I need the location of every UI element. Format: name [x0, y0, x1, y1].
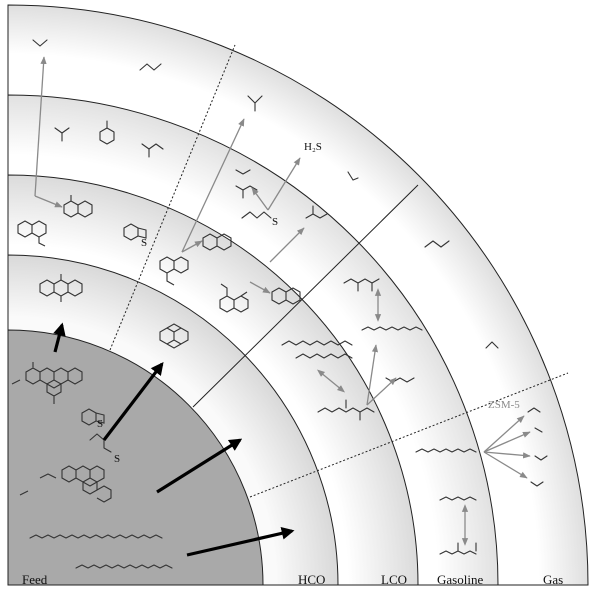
sulfur-label-1: S [272, 216, 278, 228]
molecule-feed-polyaromatic-a [11, 362, 83, 404]
molecule-lco-isoalkane [305, 205, 328, 219]
arrow-to-naphthalene-a [34, 195, 63, 208]
molecule-ethylene-right [347, 171, 359, 181]
molecule-branched-b [141, 143, 164, 158]
molecule-gasoline-paraffin [415, 448, 477, 453]
arrow-feed-gasoline [186, 527, 295, 557]
molecule-lco-branched [343, 278, 380, 292]
molecule-naphthalene-lco-b [159, 256, 189, 286]
molecule-zsm-propene [527, 407, 541, 413]
molecule-feed-paraffin-a [29, 534, 163, 539]
arrow-hco-to-gasoline [366, 377, 397, 406]
molecule-gas-wave [424, 240, 450, 248]
molecule-hco-paraffin-b [295, 353, 353, 359]
arrow-to-isobutane [181, 118, 245, 253]
sulfur-label-4: S [114, 453, 120, 465]
divider-dotted-lower [249, 372, 569, 498]
arrow-zsm5-3 [483, 451, 531, 459]
molecule-anthracene-hco [39, 274, 83, 302]
molecule-gasoline-pair-top [439, 496, 477, 501]
molecule-zsm-ethylene [534, 427, 543, 433]
molecule-isobutane [247, 95, 263, 112]
label-gas: Gas [543, 572, 563, 587]
divider-solid-mid [192, 184, 419, 408]
radial-dividers [109, 44, 569, 498]
arrow-to-h2s [267, 157, 301, 211]
arrow-feed-lco [156, 438, 243, 494]
zone-labels: Feed HCO LCO Gasoline Gas [22, 572, 563, 587]
label-gasoline: Gasoline [437, 572, 483, 587]
aromatic-molecules [11, 195, 301, 503]
molecule-branched-a [54, 127, 70, 142]
molecule-lco-paraffin [361, 326, 423, 331]
divider-dotted-upper [109, 44, 236, 351]
molecule-gas-small [485, 341, 499, 349]
molecule-hco-branched [317, 399, 375, 421]
label-h2s: H₂S [304, 141, 322, 153]
arrow-zsm5-2 [483, 431, 531, 453]
label-feed: Feed [22, 572, 48, 587]
label-hco: HCO [298, 572, 325, 587]
molecule-naphthalene-lco-a [202, 233, 232, 251]
molecule-toluene [99, 120, 115, 145]
sulfur-label-2: S [141, 237, 147, 249]
molecule-ethylnaphthalene [17, 220, 47, 247]
molecule-hco-paraffin-a [281, 340, 353, 346]
arrow-to-naphthalene-lco [181, 240, 203, 253]
molecule-feed-paraffin-b [75, 564, 173, 569]
arrow-feed-up [53, 322, 66, 353]
molecule-benzothiophene [123, 223, 147, 241]
molecule-gasoline-pair-bottom [439, 542, 477, 555]
sulfur-label-3: S [97, 418, 103, 430]
zsm5-products: ZSM-5 [488, 399, 548, 487]
reaction-arrows [34, 56, 531, 546]
molecule-methylnaphthalene-a [63, 195, 93, 218]
zone-bands [7, 4, 589, 586]
molecule-feed-thiophene [81, 408, 105, 426]
arrow-hco-to-lco [366, 344, 379, 406]
feed-arrows [53, 322, 295, 557]
outer-molecules [32, 39, 499, 349]
arrow-to-naphthalene-c [249, 281, 271, 294]
arrow-isomerisation-hco [316, 369, 346, 393]
arrow-to-isoalkane [269, 227, 305, 263]
arrow-to-branched [251, 187, 269, 211]
arrow-zsm5-4 [483, 451, 528, 479]
arrow-feed-hco [102, 361, 164, 441]
label-zsm5: ZSM-5 [488, 399, 520, 411]
sulfur-species: H₂S S S S S [81, 141, 322, 465]
molecule-propene-top [32, 39, 48, 47]
label-lco: LCO [381, 572, 407, 587]
molecule-tetralin-lco [219, 283, 249, 313]
molecule-zsm-propane [530, 481, 544, 487]
molecule-thiol-chain [241, 211, 272, 219]
molecule-pyrene-hco [159, 323, 189, 349]
molecule-butene-top [139, 63, 162, 71]
molecule-naphthalene-lco-c [271, 287, 301, 305]
molecule-zsm-butene [534, 455, 548, 461]
arrow-to-propene [34, 56, 47, 197]
arrow-zsm5-1 [483, 415, 525, 453]
molecule-feed-polyaromatic-b [19, 465, 112, 503]
